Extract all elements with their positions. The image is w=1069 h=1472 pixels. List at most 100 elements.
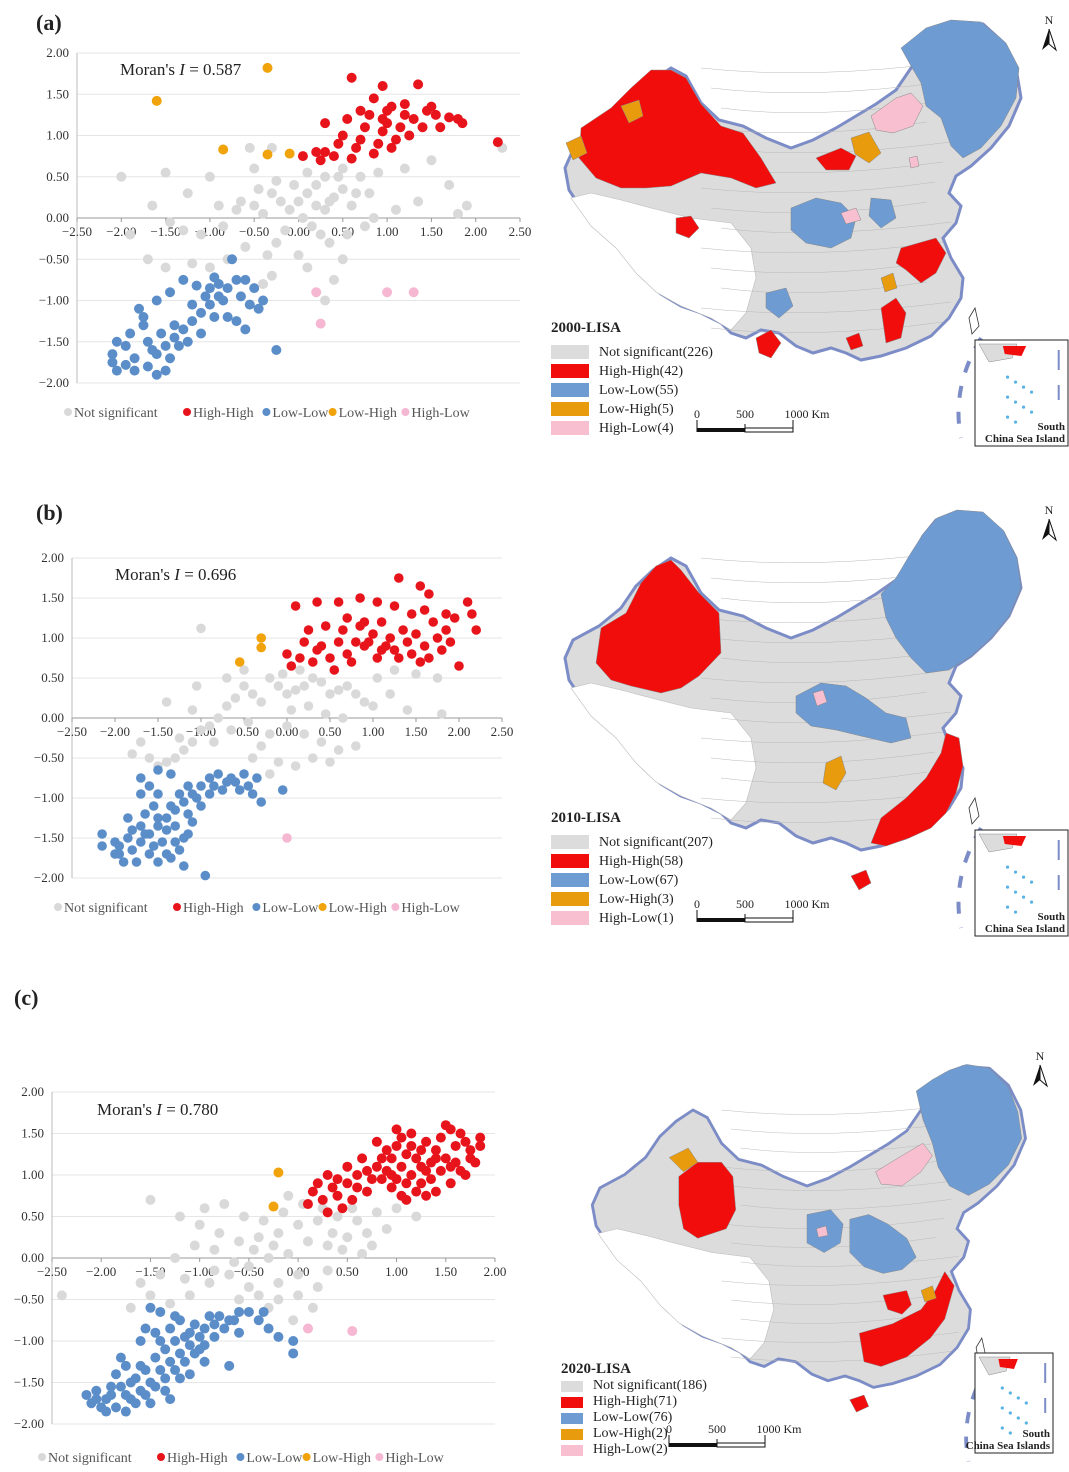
point-ll bbox=[111, 336, 122, 347]
point-lh bbox=[256, 633, 267, 643]
point-hh bbox=[470, 1157, 481, 1168]
map-legend-item: Low-Low(76) bbox=[593, 1410, 673, 1425]
point-hh bbox=[430, 1153, 441, 1164]
point-hh bbox=[357, 1153, 368, 1164]
point-ns bbox=[333, 171, 344, 182]
point-ll bbox=[156, 328, 167, 339]
point-hh bbox=[302, 1199, 313, 1210]
point-ns bbox=[145, 1290, 156, 1301]
point-ns bbox=[390, 204, 401, 215]
point-ll bbox=[107, 357, 118, 368]
point-ns bbox=[265, 769, 275, 779]
point-ll bbox=[129, 365, 140, 376]
point-ns bbox=[209, 1265, 220, 1276]
point-ll bbox=[182, 336, 193, 347]
point-ll bbox=[218, 295, 229, 306]
point-hh bbox=[297, 151, 308, 162]
scale-label: 0 bbox=[694, 897, 700, 911]
point-hh bbox=[342, 613, 353, 623]
x-tick-label: −1.00 bbox=[185, 1264, 215, 1279]
point-hh bbox=[362, 1186, 373, 1197]
map-legend-swatch bbox=[551, 345, 589, 359]
point-ns bbox=[322, 1240, 333, 1251]
point-hl bbox=[382, 287, 393, 298]
point-ll bbox=[196, 801, 206, 811]
point-hh bbox=[399, 99, 410, 110]
point-ns bbox=[311, 180, 322, 190]
point-ns bbox=[293, 250, 304, 261]
point-ll bbox=[258, 295, 269, 306]
point-ll bbox=[153, 765, 163, 775]
point-ns bbox=[316, 737, 327, 747]
map-legend: 2010-LISA Not significant(207) High-High(5… bbox=[551, 810, 713, 926]
point-ns bbox=[256, 697, 267, 707]
x-tick-label: 0.00 bbox=[276, 724, 299, 739]
x-tick-label: 1.00 bbox=[376, 224, 399, 239]
inset-island-dot bbox=[1005, 905, 1010, 909]
point-ns bbox=[308, 753, 318, 763]
inset-island-dot bbox=[1029, 410, 1034, 414]
point-ns bbox=[327, 1228, 338, 1239]
map-legend-item: High-High(58) bbox=[599, 854, 683, 869]
point-ll bbox=[155, 1365, 166, 1376]
point-ll bbox=[217, 785, 228, 795]
region-high-low bbox=[875, 1142, 933, 1187]
point-ll bbox=[111, 365, 122, 376]
inset-island-dot bbox=[1013, 420, 1018, 424]
boundary-line bbox=[721, 1275, 952, 1286]
point-ll bbox=[148, 801, 159, 811]
map-legend-item: High-High(71) bbox=[593, 1394, 677, 1409]
point-ll bbox=[136, 789, 146, 799]
point-ll bbox=[191, 793, 202, 803]
point-ns bbox=[293, 1219, 304, 1230]
legend-marker-ll bbox=[252, 903, 261, 911]
x-tick-label: −2.50 bbox=[37, 1264, 67, 1279]
point-ns bbox=[213, 713, 223, 723]
point-ns bbox=[239, 681, 249, 691]
point-hh bbox=[333, 637, 344, 647]
point-ns bbox=[231, 204, 242, 215]
point-ll bbox=[145, 1377, 156, 1388]
point-ll bbox=[187, 817, 198, 827]
point-hh bbox=[382, 105, 393, 116]
point-ll bbox=[114, 841, 125, 851]
point-ll bbox=[118, 857, 129, 867]
point-ll bbox=[239, 769, 249, 779]
point-ns bbox=[293, 1290, 304, 1301]
region-low-high bbox=[920, 1285, 937, 1303]
point-hh bbox=[377, 126, 388, 137]
point-hh bbox=[460, 1170, 471, 1180]
point-ns bbox=[145, 1194, 156, 1205]
point-ll bbox=[196, 328, 207, 339]
map-legend-item: Low-High(5) bbox=[599, 402, 674, 417]
inset-region bbox=[1002, 346, 1027, 356]
region-high-high bbox=[678, 1162, 736, 1239]
inset-label-2: China Sea Island bbox=[985, 433, 1065, 445]
point-hh bbox=[437, 645, 447, 655]
point-ns bbox=[258, 279, 269, 289]
point-ll bbox=[184, 1340, 195, 1351]
point-ns bbox=[306, 221, 317, 232]
point-ll bbox=[165, 287, 176, 298]
point-ns bbox=[125, 229, 136, 240]
point-hh bbox=[351, 142, 362, 153]
point-ns bbox=[266, 188, 277, 199]
point-hh bbox=[372, 597, 383, 607]
x-tick-label: 0.50 bbox=[319, 724, 342, 739]
y-tick-label: −1.50 bbox=[14, 1375, 44, 1390]
point-ns bbox=[320, 709, 331, 719]
y-tick-label: 2.00 bbox=[41, 550, 64, 565]
point-hh bbox=[368, 629, 378, 639]
point-ns bbox=[452, 208, 463, 219]
map-legend-item: Low-High(2) bbox=[593, 1426, 668, 1441]
point-hh bbox=[441, 625, 451, 635]
inset-island-dot bbox=[1005, 395, 1010, 399]
point-hh bbox=[327, 1182, 338, 1193]
point-ll bbox=[161, 813, 172, 823]
x-tick-label: 1.50 bbox=[420, 224, 443, 239]
scale-label: 0 bbox=[666, 1422, 672, 1436]
point-hh bbox=[315, 155, 326, 166]
point-ns bbox=[371, 1207, 382, 1218]
map-legend-swatch bbox=[551, 854, 589, 868]
point-ll bbox=[160, 1344, 171, 1355]
